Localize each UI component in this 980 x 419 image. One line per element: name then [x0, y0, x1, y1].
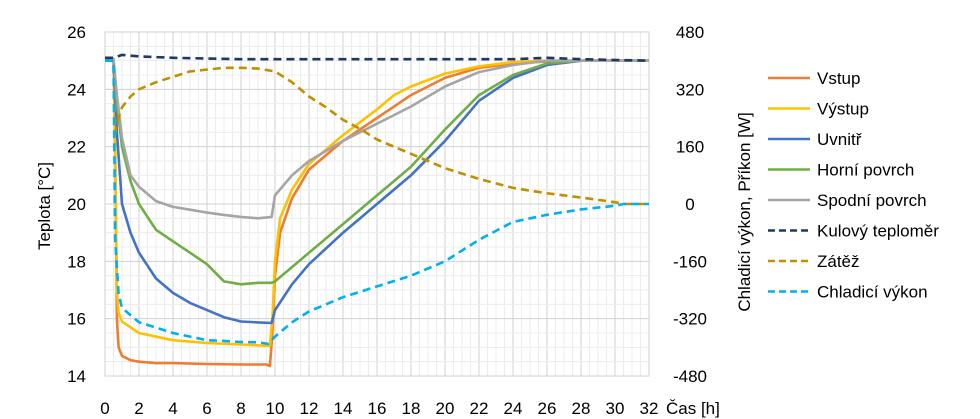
y-axis-title-right: Chladicí výkon, Příkon [W] — [735, 112, 754, 311]
x-tick-label: 28 — [572, 399, 591, 418]
legend: Vstup Výstup Uvnitř Horní povrch Spodní povr… — [768, 69, 939, 302]
series-line-chladici-vykon — [105, 59, 649, 346]
y-left-tick-label: 24 — [67, 80, 86, 99]
x-tick-label: 20 — [436, 399, 455, 418]
x-tick-label: 18 — [402, 399, 421, 418]
y-left-tick-label: 20 — [67, 195, 86, 214]
x-axis-title: Čas [h] — [666, 399, 720, 418]
x-tick-label: 0 — [100, 399, 109, 418]
x-tick-label: 14 — [334, 399, 353, 418]
x-tick-label: 16 — [368, 399, 387, 418]
x-tick-label: 22 — [470, 399, 489, 418]
series-line-vystup — [105, 57, 649, 348]
y-right-tick-label: 160 — [676, 138, 704, 157]
x-tick-label: 26 — [538, 399, 557, 418]
series-line-vstup — [105, 57, 649, 368]
y-right-tick-label: 320 — [676, 80, 704, 99]
ticks: 0 2 4 6 8 10 12 14 16 18 20 22 24 26 28 30 3214161820222… — [67, 23, 707, 418]
y-right-tick-label: -480 — [673, 367, 707, 386]
x-tick-label: 6 — [202, 399, 211, 418]
y-left-tick-label: 22 — [67, 138, 86, 157]
x-tick-label: 12 — [300, 399, 319, 418]
y-right-tick-label: -320 — [673, 310, 707, 329]
y-left-tick-label: 14 — [67, 367, 86, 386]
legend-label: Zátěž — [817, 252, 860, 271]
x-tick-label: 2 — [134, 399, 143, 418]
legend-label: Vstup — [817, 69, 860, 88]
legend-label: Chladicí výkon — [817, 283, 928, 302]
series-layer — [105, 53, 650, 368]
legend-label: Kulový teploměr — [817, 222, 939, 241]
x-tick-label: 24 — [504, 399, 523, 418]
y-left-tick-label: 26 — [67, 23, 86, 42]
legend-label: Horní povrch — [817, 161, 914, 180]
y-left-tick-label: 18 — [67, 252, 86, 271]
y-right-tick-label: 480 — [676, 23, 704, 42]
x-tick-label: 30 — [606, 399, 625, 418]
legend-label: Uvnitř — [817, 130, 862, 149]
y-right-tick-label: -160 — [673, 252, 707, 271]
y-left-tick-label: 16 — [67, 310, 86, 329]
y-right-tick-label: 0 — [685, 195, 694, 214]
x-tick-label: 32 — [640, 399, 659, 418]
series-line-kulovy-teplomer — [105, 53, 650, 62]
series-line-zatez — [105, 59, 649, 206]
series-line-horni-povrch — [105, 57, 649, 286]
series-line-uvnitr — [105, 57, 649, 325]
x-tick-label: 8 — [236, 399, 245, 418]
grid — [104, 31, 650, 377]
legend-label: Výstup — [817, 100, 869, 119]
series-line-spodni-povrch — [105, 57, 649, 220]
x-tick-label: 10 — [266, 399, 285, 418]
y-axis-title-left: Teplota [°C] — [35, 162, 54, 250]
legend-label: Spodní povrch — [817, 191, 927, 210]
x-tick-label: 4 — [168, 399, 177, 418]
